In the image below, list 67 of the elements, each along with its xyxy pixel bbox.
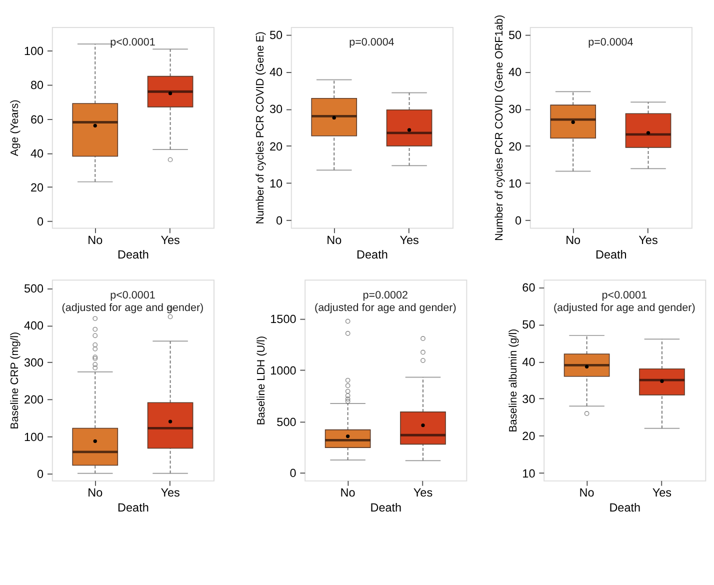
y-tick-label: 0 [514,214,522,228]
y-tick-label: 60 [30,113,44,126]
y-tick-label: 80 [30,79,44,92]
annotation: p<0.0001 [602,289,647,302]
y-tick-label: 1500 [270,313,297,326]
annotation: p<0.0001 [110,36,156,49]
x-axis-title: Death [356,248,388,262]
y-tick-label: 500 [276,416,297,429]
y-tick-label: 1000 [270,364,297,378]
y-tick-label: 100 [24,45,44,58]
y-tick-label: 20 [522,430,536,444]
y-tick-label: 200 [24,394,44,407]
y-tick-label: 0 [37,215,44,228]
y-tick-label: 10 [522,467,536,480]
y-axis-title: Baseline LDH (U/l) [255,336,268,426]
y-tick-label: 10 [508,178,522,191]
x-axis-title: Death [609,501,641,514]
y-tick-label: 50 [269,28,284,42]
x-tick-label: Yes [160,486,180,500]
y-tick-label: 30 [269,103,284,116]
x-tick-label: Yes [638,234,658,247]
y-axis-title: Baseline albumin (g/l) [507,328,520,432]
annotation: (adjusted for age and gender) [62,302,204,314]
y-tick-label: 30 [522,393,536,406]
y-tick-label: 40 [269,66,284,79]
y-axis-title: Baseline CRP (mg/l) [9,332,22,430]
x-tick-label: No [88,234,104,247]
y-axis-title: Number of cycles PCR COVID (Gene ORF1ab) [494,14,506,241]
y-tick-label: 40 [508,66,522,79]
x-tick-label: No [579,486,595,500]
annotation: p<0.0001 [110,289,156,302]
y-tick-label: 20 [269,140,284,154]
x-tick-label: No [326,234,342,247]
x-tick-label: No [88,486,104,500]
y-tick-label: 30 [508,103,522,116]
y-tick-label: 100 [24,430,44,444]
x-axis-title: Death [118,248,149,262]
x-tick-label: Yes [160,234,180,247]
annotation: p=0.0004 [349,36,394,49]
y-axis-title: Age (Years) [9,100,22,156]
x-tick-label: Yes [652,486,672,500]
y-tick-label: 20 [508,140,522,154]
y-axis-title: Number of cycles PCR COVID (Gene E) [254,32,267,224]
x-axis-title: Death [118,501,149,514]
y-tick-label: 0 [290,467,297,480]
annotation: p=0.0002 [362,289,408,302]
annotation: (adjusted for age and gender) [314,302,456,314]
x-tick-label: Yes [413,486,433,500]
y-tick-label: 500 [24,282,44,296]
x-axis-title: Death [370,501,402,514]
x-tick-label: No [340,486,356,500]
y-tick-label: 50 [508,28,522,42]
y-tick-label: 40 [522,356,536,369]
annotation: (adjusted for age and gender) [553,302,696,314]
annotation: p=0.0004 [588,36,634,49]
y-tick-label: 400 [24,320,44,333]
x-axis-title: Death [595,248,627,262]
x-tick-label: Yes [400,234,419,247]
y-tick-label: 20 [30,181,44,194]
y-tick-label: 300 [24,356,44,370]
y-tick-label: 10 [269,178,284,191]
y-tick-label: 0 [276,214,284,228]
y-tick-label: 50 [522,318,536,332]
y-tick-label: 60 [522,282,536,295]
x-tick-label: No [566,234,582,247]
y-tick-label: 40 [30,147,44,160]
y-tick-label: 0 [37,468,44,481]
